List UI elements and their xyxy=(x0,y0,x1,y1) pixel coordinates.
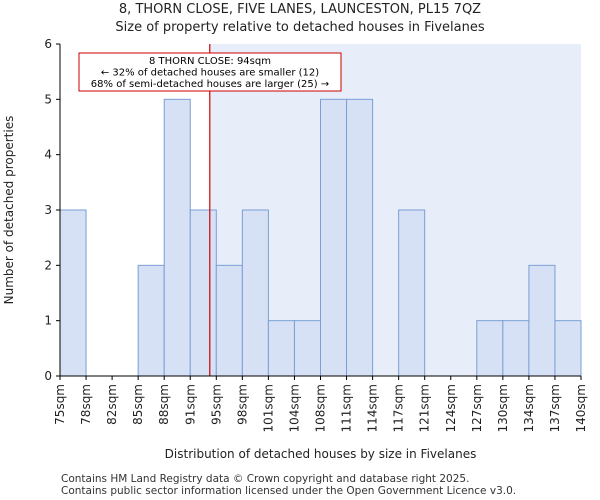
bar-98sqm xyxy=(241,209,269,377)
bar-117sqm xyxy=(398,209,426,377)
x-tick-label-75sqm: 75sqm xyxy=(53,384,67,425)
y-tick-label-5: 5 xyxy=(44,92,52,106)
x-tick-label-91sqm: 91sqm xyxy=(183,384,197,425)
annotation-line-1: 8 THORN CLOSE: 94sqm xyxy=(149,56,271,67)
x-axis-label: Distribution of detached houses by size … xyxy=(165,447,477,461)
y-tick-label-2: 2 xyxy=(44,258,52,272)
bar-134sqm xyxy=(528,264,556,377)
x-tick-label-85sqm: 85sqm xyxy=(131,384,145,425)
y-tick-label-1: 1 xyxy=(44,314,52,328)
x-tick-label-82sqm: 82sqm xyxy=(105,384,119,425)
bar-95sqm xyxy=(215,264,243,377)
bar-91sqm xyxy=(189,209,217,377)
x-tick-label-137sqm: 137sqm xyxy=(548,384,562,432)
bar-127sqm xyxy=(476,320,504,377)
x-tick-label-101sqm: 101sqm xyxy=(261,384,275,432)
x-tick-label-78sqm: 78sqm xyxy=(79,384,93,425)
bar-88sqm xyxy=(163,98,191,377)
x-tick-label-140sqm: 140sqm xyxy=(574,384,588,432)
x-tick-label-88sqm: 88sqm xyxy=(157,384,171,425)
y-tick-label-0: 0 xyxy=(44,369,52,383)
footer-line-2: Contains public sector information licen… xyxy=(61,485,517,497)
x-tick-label-111sqm: 111sqm xyxy=(340,384,354,432)
chart-subtitle: Size of property relative to detached ho… xyxy=(115,20,485,35)
chart-title: 8, THORN CLOSE, FIVE LANES, LAUNCESTON, … xyxy=(118,2,482,17)
x-tick-label-104sqm: 104sqm xyxy=(287,384,301,432)
y-axis-label: Number of detached properties xyxy=(2,116,16,305)
bar-137sqm xyxy=(554,320,582,377)
annotation-line-2: ← 32% of detached houses are smaller (12… xyxy=(101,68,319,79)
x-tick-label-124sqm: 124sqm xyxy=(444,384,458,432)
x-tick-label-117sqm: 117sqm xyxy=(392,384,406,432)
annotation-line-3: 68% of semi-detached houses are larger (… xyxy=(91,79,329,90)
bar-85sqm xyxy=(137,264,165,377)
bar-75sqm xyxy=(59,209,87,377)
footer-line-1: Contains HM Land Registry data © Crown c… xyxy=(61,473,470,485)
x-tick-label-98sqm: 98sqm xyxy=(235,384,249,425)
x-tick-label-130sqm: 130sqm xyxy=(496,384,510,432)
y-tick-label-6: 6 xyxy=(44,37,52,51)
annotation-box xyxy=(78,52,342,92)
y-tick-label-4: 4 xyxy=(44,148,52,162)
x-tick-label-134sqm: 134sqm xyxy=(522,384,536,432)
bar-130sqm xyxy=(502,320,530,377)
bar-101sqm xyxy=(267,320,295,377)
bar-104sqm xyxy=(293,320,322,377)
x-tick-label-108sqm: 108sqm xyxy=(314,384,328,432)
x-tick-label-95sqm: 95sqm xyxy=(209,384,223,425)
y-tick-label-3: 3 xyxy=(44,203,52,217)
bar-108sqm xyxy=(320,98,348,377)
x-tick-label-121sqm: 121sqm xyxy=(418,384,432,432)
x-tick-label-114sqm: 114sqm xyxy=(366,384,380,432)
x-tick-label-127sqm: 127sqm xyxy=(470,384,484,432)
bar-111sqm xyxy=(346,98,374,377)
